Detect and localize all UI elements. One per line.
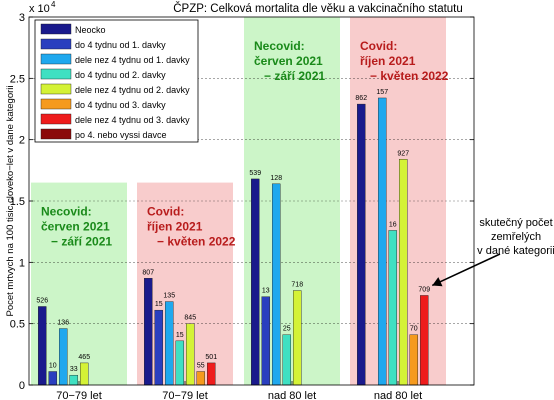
bar-value-label: 136 xyxy=(57,320,69,327)
bar xyxy=(154,309,163,386)
bar-value-label: 128 xyxy=(270,175,282,182)
period-label: červen 2021 xyxy=(254,54,323,68)
period-label: říjen 2021 xyxy=(360,54,416,68)
y-exponent-label: x 10 xyxy=(29,3,50,15)
period-background xyxy=(137,182,233,385)
period-label: Necovid: xyxy=(254,39,305,53)
bar xyxy=(420,295,429,386)
legend-swatch xyxy=(40,23,72,35)
bar xyxy=(272,183,281,386)
period-label: − září 2021 xyxy=(264,69,325,83)
legend-entry: dele nez 4 tydnu od 1. davky xyxy=(75,55,190,65)
bar xyxy=(261,296,270,386)
bar-value-label: 862 xyxy=(355,95,367,102)
y-axis-label: Pocet mrtvych na 100 tisic cloveko−let v… xyxy=(5,85,16,316)
bar-value-label: 55 xyxy=(197,363,205,370)
y-exponent-power: 4 xyxy=(51,0,56,9)
y-tick-label: 0 xyxy=(19,380,25,392)
bar xyxy=(144,278,153,386)
bar xyxy=(175,340,184,386)
legend-swatch xyxy=(40,38,72,50)
bar-value-label: 718 xyxy=(291,282,303,289)
bar-value-label: 16 xyxy=(389,221,397,228)
legend-entry: Neocko xyxy=(75,25,106,35)
x-tick-label: nad 80 let xyxy=(268,390,316,400)
bar xyxy=(388,230,397,386)
legend-swatch xyxy=(40,113,72,125)
x-tick-label: 70−79 let xyxy=(56,390,102,400)
bar xyxy=(357,103,366,386)
bar xyxy=(165,301,174,386)
legend-swatch xyxy=(40,128,72,140)
bar-value-label: 70 xyxy=(410,326,418,333)
bar xyxy=(409,334,418,386)
bar-value-label: 10 xyxy=(49,363,57,370)
legend-entry: dele nez 4 tydnu od 2. davky xyxy=(75,85,190,95)
period-label: − září 2021 xyxy=(51,235,112,249)
bar xyxy=(38,306,47,386)
period-background xyxy=(244,17,340,385)
period-label: − květen 2022 xyxy=(370,69,449,83)
bar-value-label: 25 xyxy=(283,326,291,333)
bar xyxy=(282,334,291,386)
period-label: říjen 2021 xyxy=(147,220,203,234)
annotation-text: skutečný počet xyxy=(479,217,552,229)
bar xyxy=(196,371,205,386)
legend-swatch xyxy=(40,68,72,80)
y-tick-label: 1.5 xyxy=(10,196,25,208)
period-label: Necovid: xyxy=(41,205,92,219)
period-background xyxy=(31,182,127,385)
legend-entry: po 4. nebo vyssi davce xyxy=(75,130,167,140)
bar xyxy=(207,362,216,386)
bar-value-label: 845 xyxy=(184,315,196,322)
bar xyxy=(186,323,195,386)
bar xyxy=(48,371,57,386)
x-tick-label: 70−79 let xyxy=(162,390,208,400)
legend-swatch xyxy=(40,83,72,95)
annotation-arrowhead xyxy=(432,277,443,287)
x-tick-label: nad 80 let xyxy=(374,390,422,400)
chart-title: ČPZP: Celková mortalita dle věku a vakci… xyxy=(173,2,463,15)
period-label: Covid: xyxy=(360,39,397,53)
bar-value-label: 33 xyxy=(70,366,78,373)
bar-value-label: 927 xyxy=(397,150,409,157)
bar-value-label: 157 xyxy=(376,89,388,96)
bar-value-label: 15 xyxy=(155,301,163,308)
bar-value-label: 135 xyxy=(163,293,175,300)
bar xyxy=(69,374,78,386)
period-label: − květen 2022 xyxy=(157,235,236,249)
bar xyxy=(378,97,387,386)
bar-value-label: 539 xyxy=(249,170,261,177)
legend-entry: dele nez 4 tydnu od 3. davky xyxy=(75,115,190,125)
y-tick-label: 0.5 xyxy=(10,319,25,331)
legend-entry: do 4 tydnu od 1. davky xyxy=(75,40,166,50)
period-label: Covid: xyxy=(147,205,184,219)
bar-value-label: 807 xyxy=(142,269,154,276)
y-tick-label: 1 xyxy=(19,257,25,269)
annotation-text: v dané kategorii xyxy=(477,245,554,257)
y-tick-label: 2.5 xyxy=(10,73,25,85)
annotation-text: zemřelých xyxy=(491,231,541,243)
bar-value-label: 501 xyxy=(205,354,217,361)
y-tick-label: 2 xyxy=(19,135,25,147)
bar xyxy=(59,328,68,386)
legend-swatch xyxy=(40,53,72,65)
period-label: červen 2021 xyxy=(41,220,110,234)
bar xyxy=(399,159,408,386)
bar xyxy=(251,178,260,386)
bar-value-label: 709 xyxy=(418,286,430,293)
bar xyxy=(80,362,89,386)
y-tick-label: 3 xyxy=(19,12,25,24)
bar xyxy=(293,290,302,386)
bar-value-label: 15 xyxy=(176,332,184,339)
legend-swatch xyxy=(40,98,72,110)
legend-entry: do 4 tydnu od 3. davky xyxy=(75,100,166,110)
legend-entry: do 4 tydnu od 2. davky xyxy=(75,70,166,80)
bar-value-label: 465 xyxy=(78,354,90,361)
annotation-arrow xyxy=(431,253,501,287)
bar-value-label: 526 xyxy=(36,297,48,304)
bar-value-label: 13 xyxy=(262,288,270,295)
